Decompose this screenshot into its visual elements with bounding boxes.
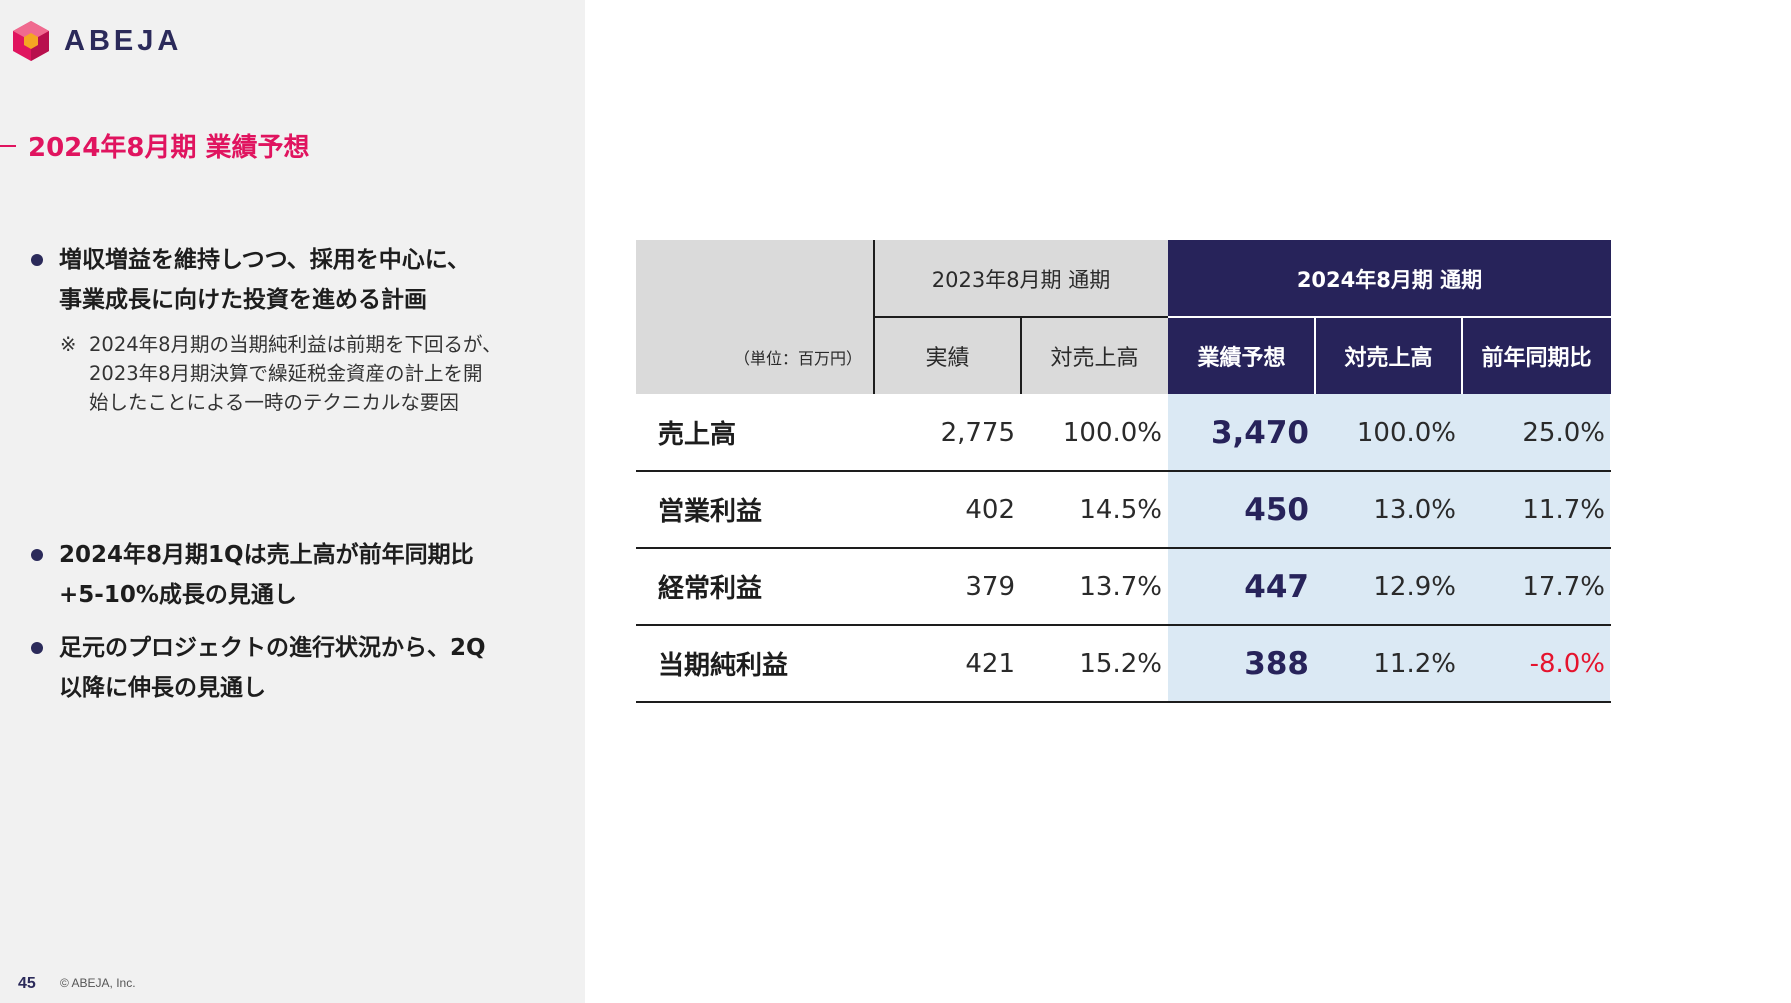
logo-text: ABEJA: [64, 24, 183, 57]
row-divider: [636, 547, 1611, 549]
col-header-ratio-2024: 対売上高: [1315, 317, 1462, 394]
cell-forecast: 388: [1244, 645, 1309, 682]
cell-yoy: 11.7%: [1522, 494, 1605, 525]
unit-label: （単位：百万円）: [636, 317, 862, 394]
bullet-dot-icon: [31, 642, 43, 654]
bullet-text: 足元のプロジェクトの進行状況から、2Q 以降に伸長の見通し: [59, 635, 486, 701]
cell-ratio-2024: 11.2%: [1373, 648, 1456, 679]
row-label-sales: 売上高: [658, 420, 737, 450]
forecast-table: 2023年8月期 通期 2024年8月期 通期 （単位：百万円） 実績 対売上高…: [636, 240, 1611, 703]
note-text: 2024年8月期の当期純利益は前期を下回るが、 2023年8月期決算で繰延税金資…: [89, 333, 502, 414]
cell-actual: 421: [965, 648, 1015, 679]
col-header-actual: 実績: [874, 317, 1021, 394]
bullet-text: 増収増益を維持しつつ、採用を中心に、 事業成長に向けた投資を進める計画: [59, 247, 471, 313]
header-divider: [1168, 316, 1611, 318]
abeja-logo-icon: [13, 21, 49, 61]
cell-ratio-2023: 15.2%: [1079, 648, 1162, 679]
cell-ratio-2023: 13.7%: [1079, 571, 1162, 602]
bullet-item: 増収増益を維持しつつ、採用を中心に、 事業成長に向けた投資を進める計画: [28, 240, 568, 320]
cell-forecast: 3,470: [1210, 414, 1309, 451]
page-number: 45: [18, 975, 36, 992]
title-accent-line: [0, 145, 16, 147]
bullet-item: 2024年8月期1Qは売上高が前年同期比 +5-10%成長の見通し: [28, 535, 568, 615]
col-header-ratio-2023: 対売上高: [1021, 317, 1168, 394]
note-mark: ※: [60, 333, 77, 356]
row-label-net-income: 当期純利益: [658, 651, 789, 681]
header-divider: [1020, 317, 1022, 394]
section-title: 2024年8月期 業績予想: [28, 133, 310, 163]
col-header-yoy: 前年同期比: [1462, 317, 1611, 394]
bullet-dot-icon: [31, 254, 43, 266]
cell-ratio-2024: 12.9%: [1373, 571, 1456, 602]
cell-yoy: 25.0%: [1522, 417, 1605, 448]
header-2024-period: 2024年8月期 通期: [1168, 240, 1611, 317]
cell-actual: 379: [965, 571, 1015, 602]
cell-yoy: 17.7%: [1522, 571, 1605, 602]
cell-yoy-negative: -8.0%: [1529, 648, 1605, 679]
header-divider: [1314, 317, 1316, 394]
cell-ratio-2024: 100.0%: [1356, 417, 1456, 448]
row-label-ordinary-profit: 経常利益: [658, 574, 763, 604]
row-divider: [636, 701, 1611, 703]
footnote: ※ 2024年8月期の当期純利益は前期を下回るが、 2023年8月期決算で繰延税…: [60, 330, 580, 417]
header-2023-period: 2023年8月期 通期: [874, 240, 1168, 317]
row-label-operating-profit: 営業利益: [658, 497, 763, 527]
header-divider: [1461, 317, 1463, 394]
cell-forecast: 447: [1244, 568, 1309, 605]
col-header-forecast: 業績予想: [1168, 317, 1315, 394]
cell-ratio-2023: 14.5%: [1079, 494, 1162, 525]
abeja-logo: ABEJA: [12, 20, 182, 62]
cell-ratio-2023: 100.0%: [1062, 417, 1162, 448]
row-divider: [636, 470, 1611, 472]
cell-forecast: 450: [1244, 491, 1309, 528]
cell-actual: 2,775: [940, 417, 1015, 448]
bullet-dot-icon: [31, 549, 43, 561]
cell-ratio-2024: 13.0%: [1373, 494, 1456, 525]
left-panel: ABEJA 2024年8月期 業績予想 増収増益を維持しつつ、採用を中心に、 事…: [0, 0, 585, 1003]
copyright: © ABEJA, Inc.: [60, 976, 136, 990]
cell-actual: 402: [965, 494, 1015, 525]
header-divider: [874, 316, 1168, 318]
row-divider: [636, 624, 1611, 626]
bullet-item: 足元のプロジェクトの進行状況から、2Q 以降に伸長の見通し: [28, 628, 568, 708]
bullet-text: 2024年8月期1Qは売上高が前年同期比 +5-10%成長の見通し: [59, 542, 474, 608]
